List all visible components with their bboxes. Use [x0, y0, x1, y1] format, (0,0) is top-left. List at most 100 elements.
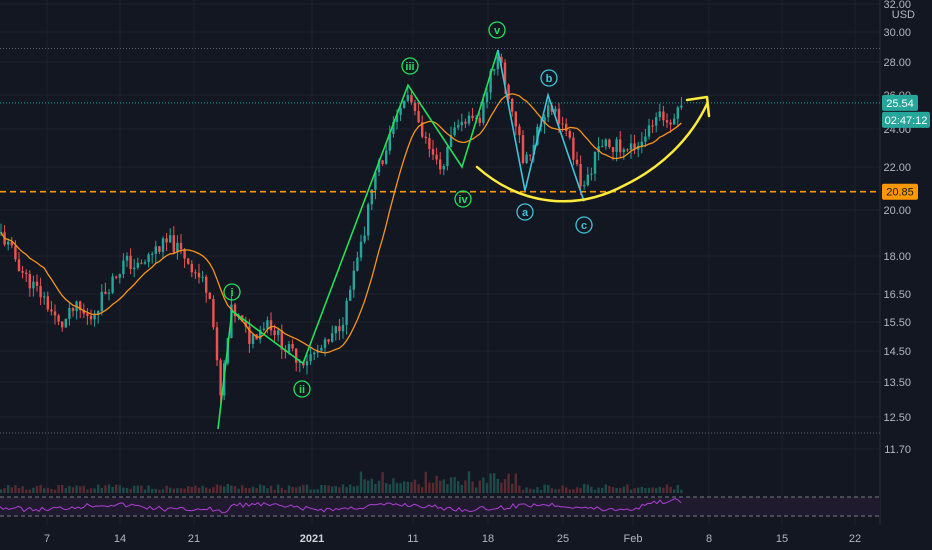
candle-body [208, 292, 211, 299]
price-tick-label: 15.50 [883, 317, 911, 329]
candle-body [377, 160, 381, 173]
candle-body [43, 296, 46, 298]
volume-bar [658, 486, 661, 493]
candle-body [64, 318, 67, 328]
candle-body [392, 121, 395, 135]
volume-bar [442, 479, 445, 493]
candle-body [385, 150, 388, 164]
candle-body [395, 114, 399, 122]
volume-bar [359, 471, 363, 493]
candle-body [626, 149, 629, 151]
corrective-label-circle [575, 216, 593, 234]
candle-body [665, 120, 669, 123]
volume-bar [97, 484, 100, 493]
candle-body [601, 146, 604, 148]
volume-bar [14, 485, 17, 493]
candle-body [622, 149, 625, 153]
volume-bar [629, 489, 633, 493]
candle-body [421, 122, 424, 137]
volume-bar [316, 489, 319, 493]
candle-body [493, 69, 496, 71]
date-tick-label: 25 [557, 533, 569, 545]
volume-bar [604, 484, 607, 493]
candle-body [647, 125, 651, 137]
volume-bar [75, 485, 78, 493]
candle-body [547, 105, 550, 118]
volume-bar [680, 489, 683, 493]
candle-body [305, 361, 309, 366]
candle-body [532, 144, 535, 155]
volume-bar [413, 479, 417, 493]
volume-bar [500, 482, 503, 493]
candle-body [345, 300, 348, 325]
candle-body [521, 135, 525, 163]
date-tick-label: 15 [776, 533, 788, 545]
candle-body [471, 115, 474, 118]
candle-body [309, 354, 312, 362]
moving-average-line [0, 93, 682, 354]
candle-body [172, 235, 175, 253]
candle-body [327, 339, 330, 342]
volume-bar [388, 484, 391, 493]
price-axis[interactable]: 32.0030.0028.0026.0024.0022.0020.0018.00… [883, 0, 915, 456]
candle-body [28, 274, 31, 289]
date-axis[interactable]: 7 14 21 2021 11 18 25 Feb 8 15 22 [44, 533, 861, 545]
candle-body [7, 241, 10, 245]
candle-body [248, 326, 251, 344]
candle-body [554, 108, 557, 112]
candle-body [205, 276, 208, 293]
candle-body [125, 255, 129, 261]
candle-body [680, 105, 683, 108]
volume-bar [485, 482, 489, 493]
volume-bar [176, 488, 179, 493]
volume-bar [248, 488, 251, 493]
volume-bar [377, 480, 381, 493]
volume-bar [435, 475, 438, 493]
candle-body [82, 309, 85, 314]
candle-body [640, 141, 643, 146]
candle-body [14, 245, 17, 260]
candle-body [100, 291, 103, 312]
volume-bar [417, 484, 420, 493]
volume-bar [320, 484, 323, 493]
candle-body [111, 276, 114, 293]
candle-body [673, 118, 676, 125]
volume-bar [651, 487, 654, 493]
candle-body [417, 111, 420, 123]
date-tick-label: 7 [44, 533, 50, 545]
price-badges: 25.54 02:47:12 20.85 [882, 94, 930, 200]
volume-bar [421, 487, 424, 493]
volume-bar [21, 486, 24, 493]
price-tick-label: 32.00 [883, 0, 911, 11]
impulse-label-circle [223, 283, 241, 301]
date-tick-label: 21 [188, 533, 200, 545]
candle-body [403, 100, 406, 109]
candle-body [79, 301, 82, 310]
candle-body [399, 108, 402, 115]
impulse-label-circle [293, 380, 311, 398]
candle-body [10, 241, 13, 246]
candle-body [21, 271, 24, 273]
candle-body [514, 111, 517, 127]
volume-bar [601, 487, 604, 493]
volume-bar [496, 478, 499, 493]
corrective-label-b: b [546, 73, 553, 85]
candle-body [115, 276, 118, 278]
candle-body [179, 242, 183, 249]
volume-bar [262, 485, 265, 493]
candle-body [442, 166, 445, 170]
volume-bar [550, 488, 553, 493]
volume-bar [46, 487, 49, 493]
volume-bar [43, 488, 46, 493]
candle-body [122, 260, 125, 275]
price-tick-label: 14.50 [883, 346, 911, 358]
price-tick-label: 16.50 [883, 289, 911, 301]
volume-bar [269, 485, 273, 493]
volume-bar [370, 478, 373, 493]
volume-bar [284, 489, 287, 493]
candle-body [467, 115, 471, 124]
volume-bar [280, 487, 283, 493]
volume-bar [536, 487, 539, 493]
volume-bars [0, 471, 683, 493]
